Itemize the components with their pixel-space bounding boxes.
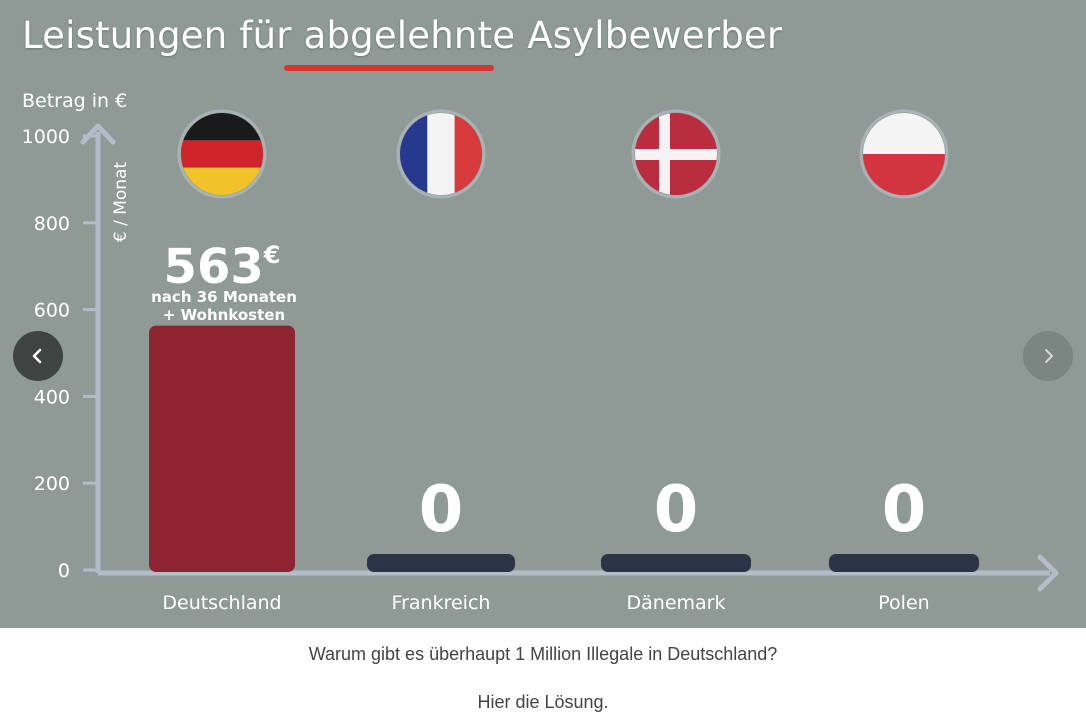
- carousel-next-button[interactable]: [1023, 331, 1073, 381]
- category-label: Dänemark: [627, 592, 726, 614]
- y-tick-label: 400: [34, 386, 70, 408]
- category-label: Polen: [878, 592, 929, 614]
- data-label: 563€: [164, 239, 281, 295]
- bar-dänemark: [601, 554, 751, 572]
- chevron-left-icon: [32, 348, 42, 364]
- data-label: 0: [654, 473, 699, 547]
- y-axis-label: Betrag in €: [22, 90, 127, 112]
- y-tick-label: 200: [34, 473, 70, 495]
- category-label: Deutschland: [162, 592, 281, 614]
- x-axis-arrow: [1037, 554, 1059, 592]
- data-label: 0: [419, 473, 464, 547]
- annotation-line: + Wohnkosten: [163, 306, 285, 324]
- y-tick-label: 800: [34, 213, 70, 235]
- caption-question: Warum gibt es überhaupt 1 Million Illega…: [308, 644, 778, 664]
- category-label: Frankreich: [392, 592, 491, 614]
- denmark-flag: [631, 109, 721, 199]
- y-tick-label: 1000: [22, 126, 70, 148]
- slide-title: Leistungen für abgelehnte Asylbewerber: [22, 14, 783, 57]
- poland-flag: [859, 109, 949, 199]
- chevron-right-icon: [1045, 349, 1053, 363]
- carousel-prev-button[interactable]: [13, 331, 63, 381]
- title-highlight-underline: [284, 65, 494, 71]
- y-tick-label: 600: [34, 300, 70, 322]
- bar-frankreich: [367, 554, 515, 572]
- data-label: 0: [882, 473, 927, 547]
- y-tick-label: 0: [58, 560, 70, 582]
- annotation-line: nach 36 Monaten: [151, 288, 297, 306]
- unit-label: € / Monat: [111, 162, 131, 243]
- bar-deutschland: [149, 325, 295, 572]
- france-flag: [396, 109, 486, 199]
- bar-polen: [829, 554, 979, 572]
- bar-chart: 0 200 400 600 800 1000 Betrag in € € / Monat Deu…: [22, 90, 1059, 614]
- caption-answer: Hier die Lösung.: [477, 692, 609, 712]
- slideshow-image: Leistungen für abgelehnte Asylbewerber 0…: [0, 0, 1086, 628]
- germany-flag: [177, 109, 267, 199]
